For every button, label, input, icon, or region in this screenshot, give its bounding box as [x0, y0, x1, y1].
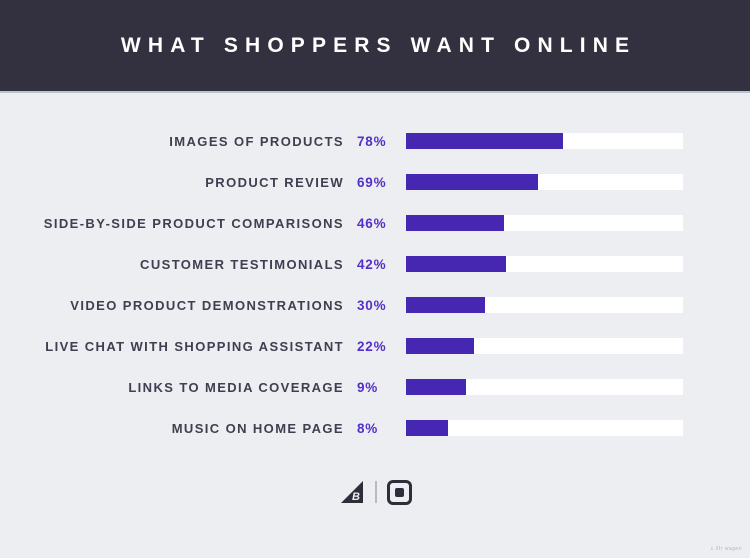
bar-fill: [406, 420, 448, 436]
bar-fill: [406, 338, 474, 354]
bar-track: [406, 420, 683, 436]
category-label: CUSTOMER TESTIMONIALS: [140, 256, 344, 272]
bar-track: [406, 379, 683, 395]
category-label: IMAGES OF PRODUCTS: [169, 133, 344, 149]
header: WHAT SHOPPERS WANT ONLINE: [0, 0, 750, 93]
category-label: VIDEO PRODUCT DEMONSTRATIONS: [70, 297, 344, 313]
bigcommerce-sail-icon: B: [339, 479, 365, 505]
value-label: 42%: [357, 256, 387, 272]
chart-row: LINKS TO MEDIA COVERAGE 9%: [0, 379, 750, 395]
bar-fill: [406, 174, 538, 190]
value-label: 69%: [357, 174, 387, 190]
bar-track: [406, 133, 683, 149]
bar-fill: [406, 379, 466, 395]
chart-row: IMAGES OF PRODUCTS 78%: [0, 133, 750, 149]
value-label: 78%: [357, 133, 387, 149]
chart-row: MUSIC ON HOME PAGE 8%: [0, 420, 750, 436]
category-label: LINKS TO MEDIA COVERAGE: [128, 379, 344, 395]
bar-fill: [406, 215, 505, 231]
bar-fill: [406, 133, 563, 149]
category-label: SIDE-BY-SIDE PRODUCT COMPARISONS: [43, 215, 344, 231]
bar-chart: IMAGES OF PRODUCTS 78% PRODUCT REVIEW 69…: [0, 93, 750, 436]
brand-letter: B: [352, 491, 360, 503]
chart-row: SIDE-BY-SIDE PRODUCT COMPARISONS 46%: [0, 215, 750, 231]
category-label: LIVE CHAT WITH SHOPPING ASSISTANT: [45, 338, 344, 354]
value-label: 30%: [357, 297, 387, 313]
chart-row: LIVE CHAT WITH SHOPPING ASSISTANT 22%: [0, 338, 750, 354]
chart-row: CUSTOMER TESTIMONIALS 42%: [0, 256, 750, 272]
category-label: MUSIC ON HOME PAGE: [171, 420, 344, 436]
chart-row: PRODUCT REVIEW 69%: [0, 174, 750, 190]
value-label: 8%: [357, 420, 379, 436]
value-label: 22%: [357, 338, 387, 354]
category-label: PRODUCT REVIEW: [205, 174, 344, 190]
square-logo-inner: [394, 487, 404, 497]
value-label: 46%: [357, 215, 387, 231]
bar-track: [406, 338, 683, 354]
chart-row: VIDEO PRODUCT DEMONSTRATIONS 30%: [0, 297, 750, 313]
page-title: WHAT SHOPPERS WANT ONLINE: [120, 33, 637, 57]
bar-track: [406, 215, 683, 231]
bar-track: [406, 297, 683, 313]
brand-divider: [374, 481, 377, 503]
watermark-text: c ilfr wagen: [710, 546, 742, 552]
value-label: 9%: [357, 379, 379, 395]
bar-track: [406, 256, 683, 272]
bar-track: [406, 174, 683, 190]
brand-footer: B: [0, 476, 750, 508]
bar-fill: [406, 297, 485, 313]
square-logo-icon: [386, 479, 412, 505]
bar-fill: [406, 256, 506, 272]
